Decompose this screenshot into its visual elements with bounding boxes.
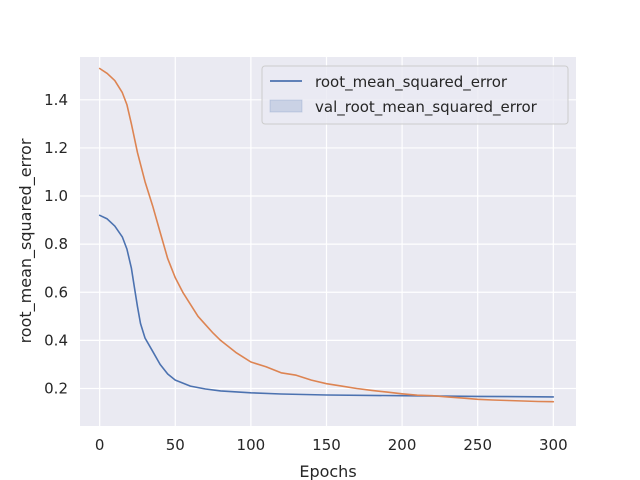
legend-swatch-val-root-mean-squared-error [269,99,303,113]
x-tick-label: 200 [388,436,417,454]
x-tick-label: 0 [95,436,105,454]
legend-box [261,65,569,125]
y-tick-label: 0.4 [44,331,68,349]
y-tick-label: 0.8 [44,235,68,253]
y-tick-label: 1.4 [44,91,68,109]
y-tick-label: 1.2 [44,139,68,157]
x-axis-label: Epochs [299,462,356,480]
y-axis-label: root_mean_squared_error [16,138,36,343]
y-axis-ticks: 0.2 0.4 0.6 0.8 1.0 1.2 1.4 [44,91,68,398]
legend: root_mean_squared_error val_root_mean_sq… [261,65,569,125]
series-line-root-mean-squared-error [98,214,555,398]
y-tick-label: 0.2 [44,379,68,397]
x-tick-label: 300 [539,436,568,454]
y-tick-label: 0.6 [44,283,68,301]
x-tick-label: 250 [463,436,492,454]
x-tick-label: 50 [166,436,185,454]
series-lines [98,67,555,403]
legend-label-val-root-mean-squared-error: val_root_mean_squared_error [315,98,538,117]
series-line-val-root-mean-squared-error [98,67,555,403]
x-axis-ticks: 0 50 100 150 200 250 300 [95,436,568,454]
y-tick-label: 1.0 [44,187,68,205]
x-tick-label: 100 [237,436,266,454]
legend-label-root-mean-squared-error: root_mean_squared_error [315,73,508,92]
x-tick-label: 150 [312,436,341,454]
